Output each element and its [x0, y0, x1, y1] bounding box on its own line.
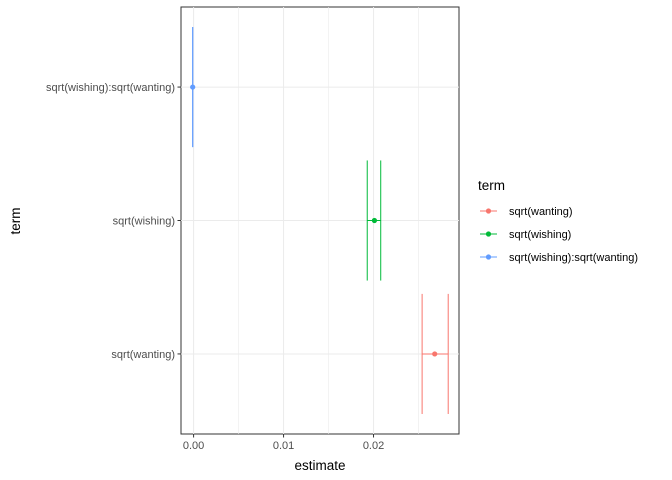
y-tick-label: sqrt(wishing): [113, 216, 175, 228]
legend-label: sqrt(wishing): [509, 229, 571, 241]
series-sqrt(wishing): [366, 160, 382, 281]
legend-entry: sqrt(wanting): [480, 206, 573, 218]
series-sqrt(wanting): [421, 293, 449, 414]
legend-label: sqrt(wanting): [509, 206, 573, 218]
legend-title: term: [478, 178, 505, 193]
y-tick-labels: sqrt(wanting) sqrt(wishing) sqrt(wishing):…: [46, 82, 181, 361]
x-axis-title: estimate: [294, 458, 345, 473]
legend-label: sqrt(wishing):sqrt(wanting): [509, 252, 638, 264]
legend-key-point: [485, 231, 492, 237]
y-tick-label: sqrt(wishing):sqrt(wanting): [46, 82, 175, 94]
chart-marks: [190, 27, 449, 414]
x-tick-label: 0.00: [183, 440, 204, 452]
estimate-point: [190, 84, 196, 90]
legend-key-point: [485, 254, 492, 260]
grid-lines: [181, 7, 459, 434]
legend-entry: sqrt(wishing): [480, 229, 571, 241]
estimate-point: [371, 217, 378, 224]
y-tick-label: sqrt(wanting): [111, 349, 175, 361]
legend: sqrt(wanting) sqrt(wishing) sqrt(wishing):…: [480, 206, 638, 264]
x-tick-label: 0.01: [273, 440, 294, 452]
series-sqrt(wishing):sqrt(wanting): [190, 27, 196, 148]
x-tick-label: 0.02: [363, 440, 384, 452]
legend-key-point: [485, 208, 492, 214]
x-tick-labels: 0.00 0.01 0.02: [183, 434, 384, 452]
legend-entry: sqrt(wishing):sqrt(wanting): [480, 252, 638, 264]
y-axis-title: term: [8, 208, 23, 235]
estimate-point: [432, 351, 438, 357]
